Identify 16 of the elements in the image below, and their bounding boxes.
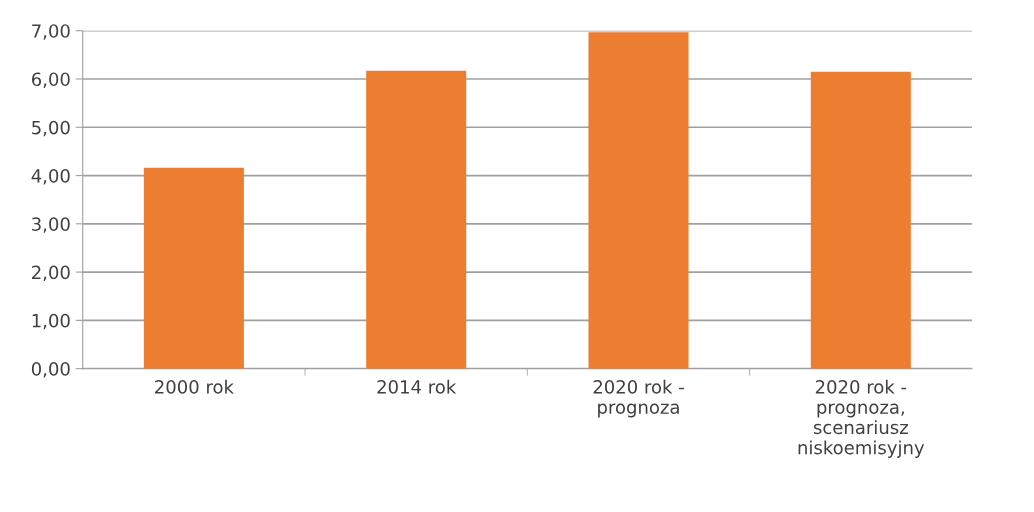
y-tick-label: 1,00 (32, 313, 70, 330)
x-tick-label: 2000 rok (155, 379, 234, 394)
bar (810, 71, 911, 369)
bar (143, 167, 244, 369)
y-tick-label: 2,00 (32, 265, 70, 282)
y-tick-label: 3,00 (32, 217, 70, 233)
y-tick-label: 7,00 (32, 24, 70, 40)
y-tick-label: 5,00 (32, 120, 70, 137)
x-tick-label: 2020 rok - prognoza, scenariusz niskoemisyjny (798, 379, 925, 458)
bar (588, 32, 689, 369)
bar (366, 70, 467, 369)
x-tick-label: 2014 rok (377, 379, 457, 394)
y-tick-label: 4,00 (31, 169, 70, 185)
y-tick-label: 6,00 (31, 72, 70, 88)
y-tick-label: 0,00 (31, 362, 70, 378)
x-tick-label: 2020 rok - prognoza (593, 379, 684, 418)
